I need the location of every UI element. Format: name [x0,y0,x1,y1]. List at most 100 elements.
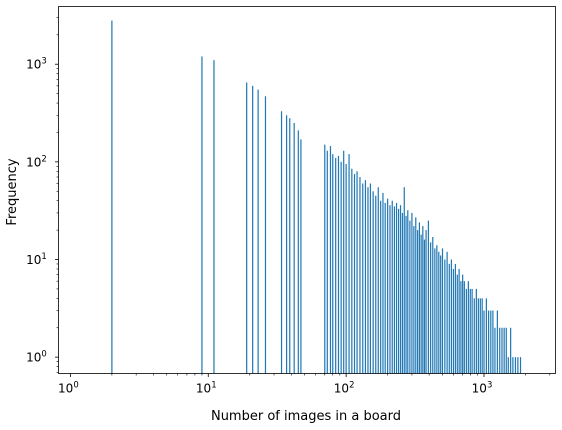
histogram-bar [362,183,364,374]
histogram-bar [427,220,429,374]
x-tick-exponent: 2 [349,381,354,391]
histogram-bar [479,298,481,374]
histogram-bar [264,96,267,374]
histogram-bar [280,111,283,374]
plot-frame [58,6,556,374]
histogram-bar [405,215,407,374]
histogram-bar [492,310,494,374]
histogram-bar [446,251,448,374]
histogram-bar [380,200,382,374]
histogram-bar [246,82,248,374]
histogram-bar [391,200,393,374]
histogram-bar [441,248,444,374]
histogram-bar [359,176,361,374]
histogram-bar [401,212,404,374]
histogram-bar [293,123,295,374]
histogram-bar [257,89,259,374]
histogram-bar [407,210,409,374]
histogram-bar [372,191,374,374]
histogram-bar [517,357,519,374]
histogram-bar [475,288,477,374]
histogram-bar [413,226,415,374]
histogram-bar [369,183,372,374]
histogram-bar [481,298,483,374]
x-tick-exponent: 0 [73,381,78,391]
histogram-bar [213,60,215,374]
histogram-bar [335,157,337,374]
histogram-bar [450,259,452,374]
histogram-bar [399,205,402,374]
histogram-bar [286,115,288,374]
histogram-bar [463,281,465,374]
histogram-bar [417,230,419,374]
histogram-bar [448,263,450,374]
histogram-bar [289,118,291,374]
histogram-bar [467,281,469,374]
histogram-bar [452,268,455,374]
histogram-bar [395,202,398,374]
histogram-bar [483,310,485,374]
histogram-bar [494,327,496,374]
histogram-bar [409,220,411,374]
histogram-bar [384,202,386,374]
histogram-bar [519,357,522,374]
histogram-bar [462,274,464,374]
histogram-bar [454,263,456,374]
y-tick-exponent: 2 [41,154,46,164]
histogram-bar [503,327,505,374]
histogram-bar [444,259,446,374]
histogram-bar [471,288,473,374]
y-axis-label: Frequency [5,158,20,225]
histogram-bar [332,154,334,374]
histogram-bar [364,180,367,374]
histogram-bar [456,274,458,374]
histogram-bar [411,212,413,374]
histogram-bar [387,198,389,374]
histogram-bar [201,56,203,374]
histogram-bar [425,230,427,374]
histogram-bar [356,171,358,374]
histogram-bar [496,310,498,374]
histogram-bar [111,20,113,374]
histogram-bar [353,174,356,374]
x-tick-exponent: 3 [487,381,492,391]
histogram-bar [345,164,347,374]
histogram-bar [488,310,490,374]
histogram-bar [326,150,328,374]
histogram-bar [499,327,501,374]
y-tick-exponent: 0 [41,350,46,360]
histogram-bar [252,85,254,374]
histogram-bar [490,310,492,374]
histogram-bar [423,239,426,374]
histogram-bar [300,139,302,374]
histogram-bar [377,187,379,374]
histogram-bar [507,357,509,374]
histogram-bar [343,150,345,374]
histogram-bar [436,245,438,374]
histogram-bar [505,327,507,374]
histogram-bar [382,192,384,374]
histogram-bar [324,144,326,374]
histogram-bar [393,206,396,374]
histogram-bar [477,298,479,374]
histogram-bar [473,298,475,374]
histogram-bar [422,226,424,374]
x-axis-label: Number of images in a board [211,409,401,424]
histogram-bar [329,146,332,374]
histogram-bar [501,327,503,374]
histogram-bar [469,288,471,374]
histogram-bar [297,130,299,374]
histogram-bar [420,234,422,374]
histogram-bar [348,154,350,374]
histogram-bar [460,281,462,374]
histogram-bar [403,187,405,374]
histogram-bar [415,217,417,374]
histogram-bar [514,357,517,374]
histogram-bar [337,155,340,374]
histogram-bar [340,161,342,374]
histogram-bar [389,205,391,374]
histogram-bar [440,255,442,374]
histogram-bar [430,242,432,374]
